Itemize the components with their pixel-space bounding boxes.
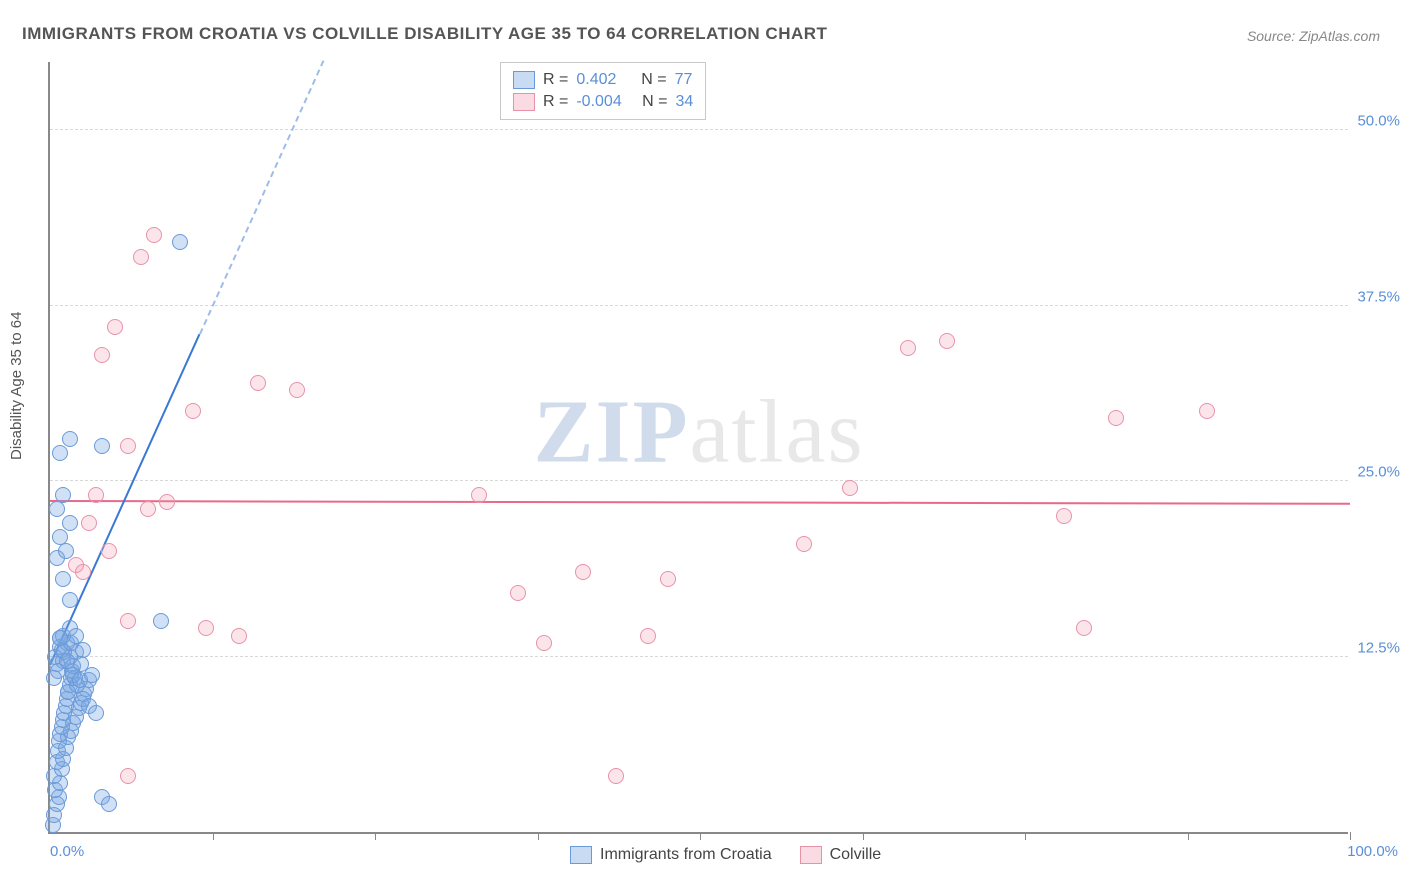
x-tick <box>538 832 539 840</box>
chart-title: IMMIGRANTS FROM CROATIA VS COLVILLE DISA… <box>22 24 827 44</box>
legend-row-colville: R = -0.004 N = 34 <box>513 91 693 113</box>
source-attribution: Source: ZipAtlas.com <box>1247 28 1380 44</box>
x-tick <box>213 832 214 840</box>
scatter-point-croatia <box>52 445 68 461</box>
scatter-point-croatia <box>49 501 65 517</box>
x-tick <box>1188 832 1189 840</box>
scatter-point-croatia <box>62 592 78 608</box>
scatter-point-croatia <box>62 431 78 447</box>
scatter-point-colville <box>133 249 149 265</box>
scatter-point-croatia <box>68 628 84 644</box>
r-label: R = <box>543 71 568 89</box>
gridline <box>50 129 1348 130</box>
scatter-point-colville <box>107 319 123 335</box>
scatter-point-colville <box>660 571 676 587</box>
swatch-pink-icon <box>800 846 822 864</box>
scatter-point-croatia <box>52 529 68 545</box>
scatter-point-colville <box>120 768 136 784</box>
series-legend: Immigrants from Croatia Colville <box>570 846 881 864</box>
watermark-zip: ZIP <box>534 382 690 481</box>
scatter-point-colville <box>471 487 487 503</box>
scatter-point-colville <box>608 768 624 784</box>
watermark-atlas: atlas <box>690 382 865 481</box>
legend-row-croatia: R = 0.402 N = 77 <box>513 69 693 91</box>
scatter-point-colville <box>140 501 156 517</box>
scatter-point-colville <box>575 564 591 580</box>
n-value-2: 34 <box>676 93 694 111</box>
plot-area: ZIPatlas R = 0.402 N = 77 R = -0.004 N =… <box>48 62 1348 834</box>
correlation-legend: R = 0.402 N = 77 R = -0.004 N = 34 <box>500 62 706 120</box>
scatter-point-colville <box>1199 403 1215 419</box>
swatch-blue-icon <box>570 846 592 864</box>
scatter-point-croatia <box>172 234 188 250</box>
n-label: N = <box>642 93 667 111</box>
scatter-point-croatia <box>52 630 68 646</box>
scatter-point-colville <box>198 620 214 636</box>
scatter-point-croatia <box>94 438 110 454</box>
legend-label-2: Colville <box>830 846 882 864</box>
legend-item-croatia: Immigrants from Croatia <box>570 846 772 864</box>
scatter-point-colville <box>185 403 201 419</box>
y-tick-label: 12.5% <box>1357 639 1400 656</box>
scatter-point-colville <box>75 564 91 580</box>
scatter-point-colville <box>94 347 110 363</box>
x-tick <box>375 832 376 840</box>
scatter-point-colville <box>250 375 266 391</box>
scatter-point-colville <box>146 227 162 243</box>
x-axis-min-label: 0.0% <box>50 843 84 860</box>
x-tick <box>863 832 864 840</box>
scatter-point-croatia <box>55 571 71 587</box>
swatch-pink <box>513 93 535 111</box>
r-value-1: 0.402 <box>576 71 616 89</box>
scatter-point-colville <box>510 585 526 601</box>
gridline <box>50 305 1348 306</box>
n-label: N = <box>641 71 666 89</box>
x-tick <box>700 832 701 840</box>
scatter-point-colville <box>120 613 136 629</box>
scatter-point-croatia <box>62 515 78 531</box>
scatter-point-croatia <box>101 796 117 812</box>
scatter-point-colville <box>101 543 117 559</box>
scatter-point-colville <box>81 515 97 531</box>
scatter-point-croatia <box>46 670 62 686</box>
regression-line-colville <box>50 500 1350 505</box>
scatter-point-colville <box>1076 620 1092 636</box>
y-tick-label: 25.0% <box>1357 464 1400 481</box>
swatch-blue <box>513 71 535 89</box>
scatter-point-colville <box>1108 410 1124 426</box>
gridline <box>50 480 1348 481</box>
scatter-point-colville <box>1056 508 1072 524</box>
gridline <box>50 656 1348 657</box>
scatter-point-colville <box>842 480 858 496</box>
scatter-point-croatia <box>88 705 104 721</box>
y-tick-label: 37.5% <box>1357 288 1400 305</box>
scatter-point-colville <box>289 382 305 398</box>
x-tick <box>1025 832 1026 840</box>
scatter-point-croatia <box>153 613 169 629</box>
scatter-point-colville <box>88 487 104 503</box>
x-tick <box>1350 832 1351 840</box>
scatter-point-colville <box>536 635 552 651</box>
scatter-point-croatia <box>55 487 71 503</box>
r-label: R = <box>543 93 568 111</box>
x-axis-max-label: 100.0% <box>1347 843 1398 860</box>
scatter-point-colville <box>640 628 656 644</box>
scatter-point-colville <box>796 536 812 552</box>
watermark: ZIPatlas <box>534 380 865 483</box>
scatter-point-colville <box>939 333 955 349</box>
y-tick-label: 50.0% <box>1357 113 1400 130</box>
scatter-point-croatia <box>72 672 88 688</box>
scatter-point-colville <box>120 438 136 454</box>
legend-label-1: Immigrants from Croatia <box>600 846 772 864</box>
legend-item-colville: Colville <box>800 846 882 864</box>
scatter-point-colville <box>159 494 175 510</box>
r-value-2: -0.004 <box>576 93 621 111</box>
scatter-point-colville <box>231 628 247 644</box>
y-axis-label: Disability Age 35 to 64 <box>8 312 25 460</box>
regression-extrapolation-croatia <box>199 61 324 335</box>
scatter-point-colville <box>900 340 916 356</box>
scatter-point-croatia <box>58 543 74 559</box>
n-value-1: 77 <box>675 71 693 89</box>
